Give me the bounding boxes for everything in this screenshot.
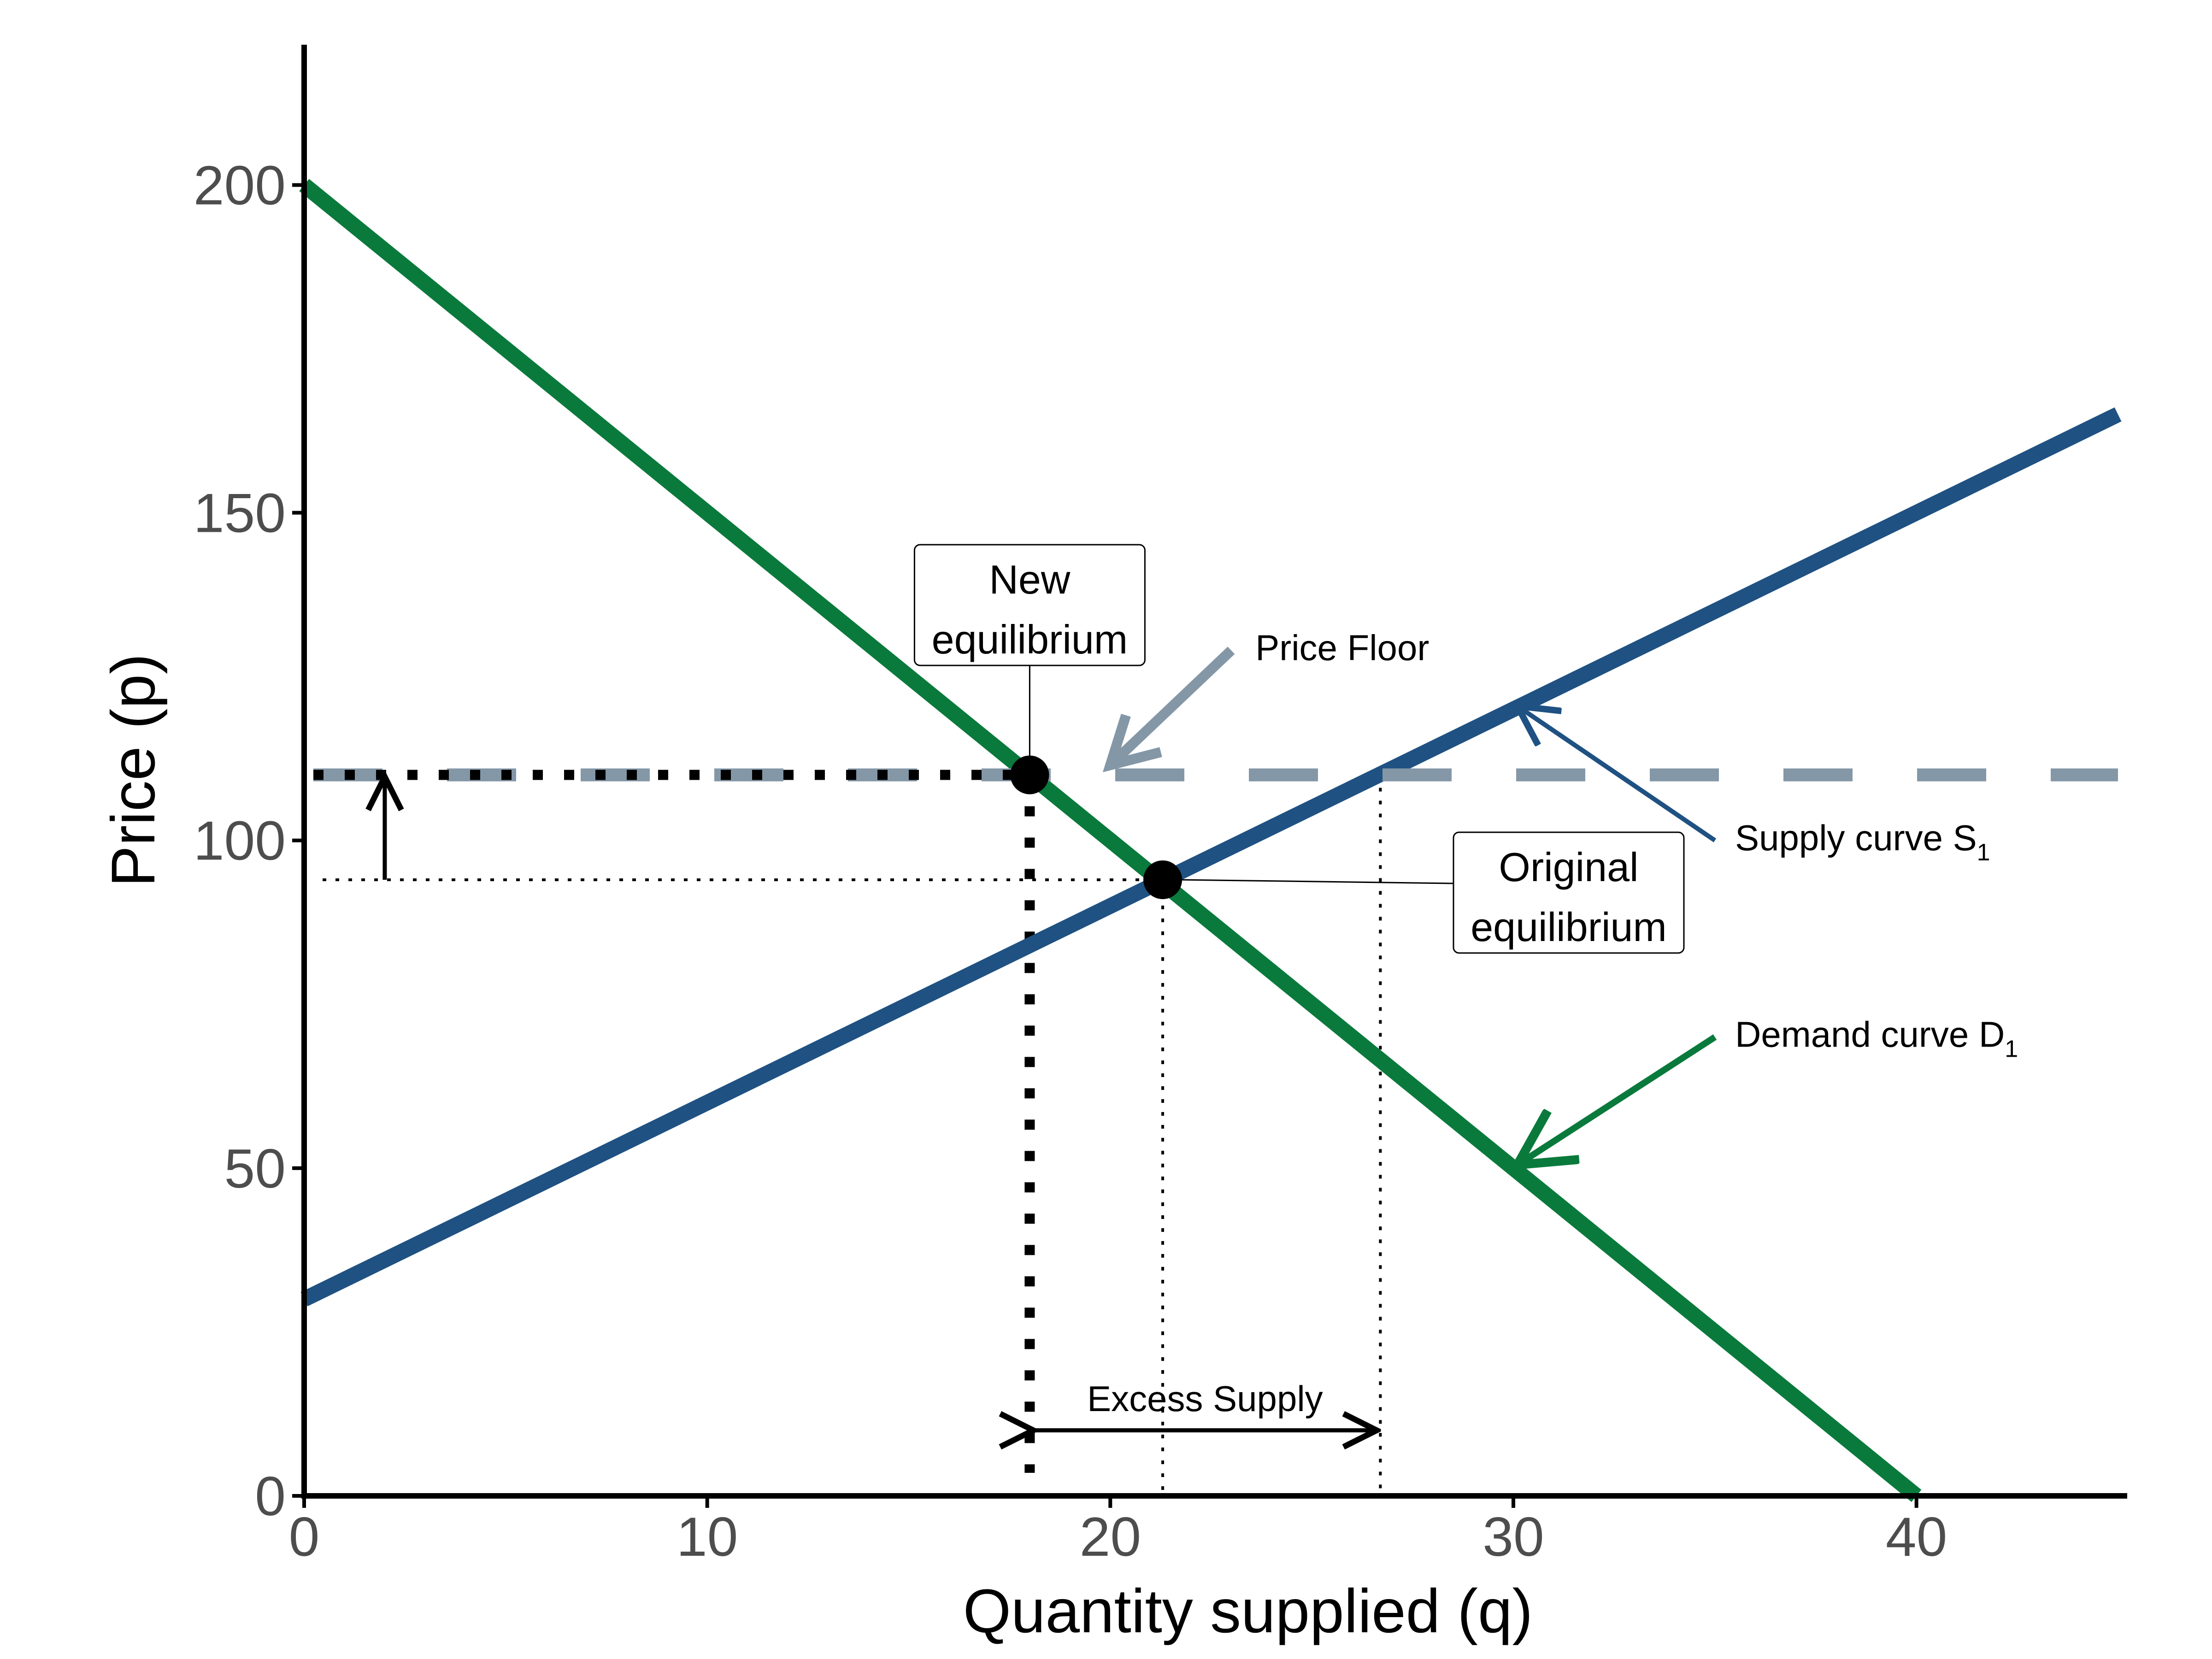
- new-equilibrium-label-line1: New: [989, 557, 1070, 602]
- y-tick-label: 0: [255, 1465, 286, 1527]
- new-equilibrium-label-line2: equilibrium: [932, 617, 1128, 662]
- y-axis-title: Price (p): [99, 653, 168, 887]
- x-tick-label: 10: [677, 1506, 738, 1568]
- y-axis-ticks: 0 50 100 150 200: [194, 154, 304, 1527]
- x-tick-label: 40: [1886, 1506, 1947, 1568]
- original-equilibrium-leader: [1181, 879, 1454, 884]
- original-equilibrium-box: [1453, 831, 1685, 954]
- demand-curve-label-subscript: 1: [2005, 1036, 2018, 1063]
- x-tick-label: 0: [289, 1506, 320, 1568]
- y-tick-label: 50: [224, 1138, 286, 1200]
- y-tick-label: 200: [194, 154, 286, 216]
- x-tick-label: 20: [1080, 1506, 1141, 1568]
- demand-curve-label: Demand curve D1: [1735, 1014, 2018, 1063]
- x-axis-ticks: 0 10 20 30 40: [289, 1496, 1947, 1568]
- supply-curve-pointer: [1518, 706, 1717, 842]
- price-floor-label: Price Floor: [1255, 628, 1429, 668]
- y-tick-label: 100: [194, 810, 286, 872]
- new-equilibrium-point: [1010, 755, 1049, 794]
- y-tick-label: 150: [194, 482, 286, 544]
- excess-supply-label: Excess Supply: [1087, 1378, 1323, 1419]
- supply-curve: [300, 407, 2122, 1306]
- supply-curve-label: Supply curve S1: [1735, 818, 1990, 866]
- supply-curve-label-name: Supply curve S: [1735, 818, 1977, 858]
- demand-curve-label-name: Demand curve D: [1735, 1014, 2005, 1055]
- new-equilibrium-box: [913, 544, 1146, 666]
- demand-curve: [299, 179, 1922, 1502]
- price-floor-pointer: [1110, 647, 1235, 765]
- x-axis-title: Quantity supplied (q): [963, 1577, 1533, 1646]
- x-tick-label: 30: [1483, 1506, 1544, 1568]
- supply-curve-label-subscript: 1: [1977, 839, 1990, 866]
- original-equilibrium-label-line2: equilibrium: [1471, 904, 1667, 950]
- original-equilibrium-label-line1: Original: [1499, 844, 1638, 890]
- demand-curve-pointer: [1518, 1034, 1717, 1165]
- original-equilibrium-point: [1143, 860, 1182, 900]
